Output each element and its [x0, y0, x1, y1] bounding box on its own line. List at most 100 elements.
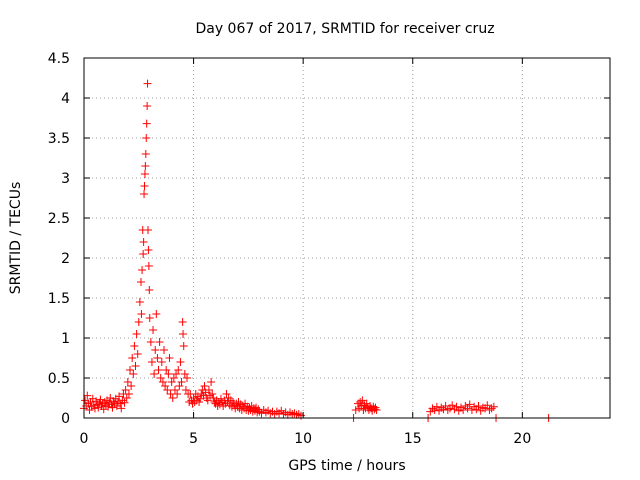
data-point	[172, 370, 181, 378]
data-point	[140, 170, 149, 178]
data-point	[132, 330, 141, 338]
data-point	[156, 374, 165, 382]
data-point	[151, 346, 160, 354]
y-tick-label: 4.5	[48, 51, 70, 67]
y-tick-label: 4	[61, 91, 70, 107]
data-point	[139, 238, 148, 246]
data-point	[129, 370, 138, 378]
data-point	[141, 162, 150, 170]
data-point	[164, 370, 173, 378]
data-point	[161, 382, 170, 390]
y-axis-label: SRMTID / TECUs	[8, 182, 24, 295]
data-point	[115, 392, 124, 401]
data-point	[474, 402, 483, 410]
x-tick-label: 0	[80, 431, 89, 447]
x-tick-label: 15	[404, 431, 422, 447]
data-point	[158, 378, 167, 386]
data-point	[141, 150, 150, 158]
data-point	[142, 134, 151, 142]
data-point	[177, 378, 186, 386]
data-point	[154, 366, 163, 374]
y-tick-label: 2	[61, 251, 70, 267]
data-point	[94, 403, 103, 412]
data-point	[178, 318, 187, 326]
plot-frame	[83, 57, 611, 419]
y-axis-ticks: 0 0.5 1 1.5 2 2.5 3 3.5 4 4.5	[48, 51, 610, 427]
data-point	[140, 190, 149, 198]
y-tick-label: 3.5	[48, 131, 70, 147]
data-point	[179, 342, 188, 350]
y-tick-label: 2.5	[48, 211, 70, 227]
data-point	[351, 406, 360, 414]
data-point	[131, 362, 140, 370]
data-point	[358, 396, 367, 405]
data-point	[142, 119, 151, 128]
data-point	[127, 382, 136, 390]
data-point	[208, 390, 217, 398]
data-point	[207, 378, 216, 386]
data-point	[162, 366, 171, 374]
data-point	[180, 370, 189, 378]
data-point	[203, 396, 212, 405]
data-point	[121, 386, 130, 394]
data-point	[128, 354, 137, 362]
data-point	[372, 406, 381, 414]
data-point	[183, 374, 192, 382]
data-point	[137, 310, 146, 318]
data-point	[144, 246, 153, 254]
data-points	[80, 79, 553, 422]
data-point	[81, 396, 90, 405]
data-point	[133, 350, 142, 358]
x-axis-label: GPS time / hours	[288, 458, 405, 474]
data-point	[117, 404, 126, 413]
data-point	[204, 386, 213, 394]
data-point	[92, 397, 101, 406]
grid-lines	[84, 58, 610, 418]
y-tick-label: 3	[61, 171, 70, 187]
data-point	[179, 330, 188, 338]
data-point	[145, 286, 154, 294]
data-point	[489, 402, 498, 411]
data-point	[143, 226, 152, 234]
data-point	[170, 386, 179, 394]
data-point	[294, 410, 303, 418]
data-point	[145, 314, 154, 322]
data-point	[120, 398, 129, 407]
data-point	[106, 394, 115, 402]
data-point	[134, 318, 143, 326]
data-point	[169, 374, 178, 382]
data-point	[147, 358, 156, 366]
data-point	[167, 378, 176, 386]
data-point	[159, 346, 168, 354]
x-tick-label: 20	[513, 431, 531, 447]
data-point	[175, 382, 184, 390]
data-point	[196, 394, 205, 403]
data-point	[135, 298, 144, 306]
y-tick-label: 0.5	[48, 371, 70, 387]
data-point	[143, 102, 152, 110]
data-point	[126, 366, 135, 374]
y-tick-label: 1.5	[48, 291, 70, 307]
data-point	[222, 390, 231, 398]
data-point	[144, 262, 153, 270]
data-point	[465, 400, 474, 409]
data-point	[152, 310, 161, 318]
data-point	[163, 386, 172, 394]
chart-title: Day 067 of 2017, SRMTID for receiver cru…	[195, 21, 494, 37]
data-point	[146, 338, 155, 346]
data-point	[140, 182, 149, 190]
data-point	[483, 401, 492, 410]
y-tick-label: 1	[61, 331, 70, 347]
y-tick-label: 0	[61, 411, 70, 427]
data-point	[149, 326, 158, 334]
x-tick-label: 10	[294, 431, 312, 447]
x-tick-label: 5	[189, 431, 198, 447]
data-point	[143, 79, 152, 88]
data-point	[174, 366, 183, 374]
data-point	[123, 378, 132, 386]
data-point	[139, 250, 148, 258]
data-point	[173, 390, 182, 398]
data-point	[136, 278, 145, 286]
data-point	[168, 394, 177, 402]
